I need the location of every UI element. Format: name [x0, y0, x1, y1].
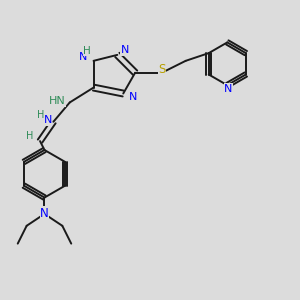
Text: N: N	[44, 115, 52, 125]
Text: N: N	[129, 92, 138, 102]
Text: H: H	[83, 46, 91, 56]
Text: HN: HN	[49, 96, 65, 106]
Text: N: N	[224, 84, 233, 94]
Text: N: N	[40, 207, 49, 220]
Text: N: N	[121, 45, 129, 56]
Text: H: H	[26, 131, 34, 141]
Text: N: N	[79, 52, 87, 62]
Text: H: H	[37, 110, 44, 120]
Text: S: S	[158, 63, 166, 76]
